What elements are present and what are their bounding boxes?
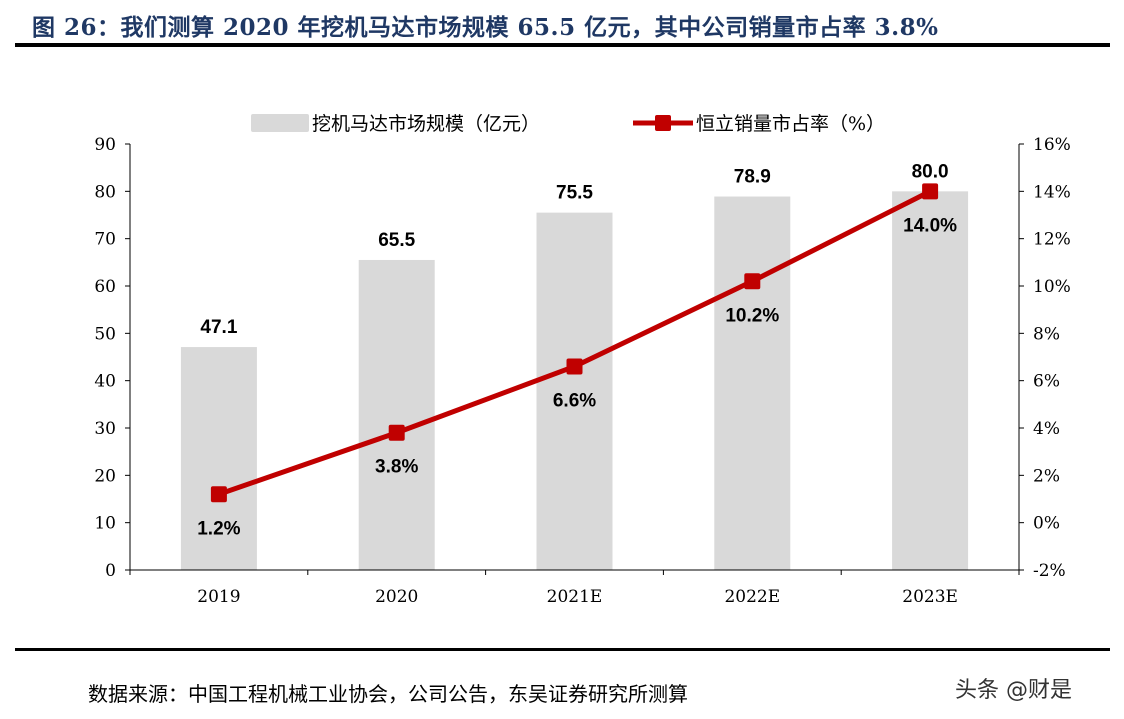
bar-label: 75.5	[556, 183, 593, 204]
left-tick-label: 0	[105, 561, 116, 581]
x-tick-label: 2023E	[902, 587, 958, 607]
x-tick-label: 2021E	[547, 587, 603, 607]
share-label: 10.2%	[725, 305, 779, 326]
left-tick-label: 70	[94, 230, 116, 250]
bar-label: 65.5	[378, 230, 415, 251]
x-tick-label: 2020	[375, 587, 418, 607]
left-tick-label: 30	[94, 419, 116, 439]
top-rule	[15, 43, 1110, 47]
share-marker-2023E	[922, 183, 939, 200]
share-marker-2021E	[566, 358, 583, 375]
bar-2020	[358, 259, 435, 570]
bar-2019	[180, 347, 257, 570]
right-tick-label: 14%	[1033, 182, 1071, 202]
x-tick-label: 2019	[197, 587, 240, 607]
left-tick-label: 90	[94, 135, 116, 155]
watermark: 头条 @财是	[955, 678, 1072, 703]
bar-label: 80.0	[912, 161, 949, 182]
legend-bar-swatch	[251, 114, 309, 132]
x-tick-label: 2022E	[724, 587, 780, 607]
bar-2022E	[714, 196, 791, 571]
left-tick-label: 50	[94, 324, 116, 344]
left-tick-label: 20	[94, 466, 116, 486]
source-note: 数据来源：中国工程机械工业协会，公司公告，东吴证券研究所测算	[88, 682, 688, 706]
right-tick-label: 8%	[1033, 324, 1060, 344]
bar-label: 78.9	[734, 167, 771, 188]
bar-2021E	[536, 212, 613, 570]
share-marker-2022E	[744, 273, 761, 290]
right-tick-label: 10%	[1033, 277, 1071, 297]
share-label: 14.0%	[903, 215, 957, 236]
share-label: 3.8%	[375, 457, 418, 478]
legend-line-label: 恒立销量市占率（%）	[696, 113, 885, 135]
left-tick-label: 60	[94, 277, 116, 297]
left-tick-label: 10	[94, 514, 116, 534]
right-tick-label: 2%	[1033, 466, 1060, 486]
legend-bar-label: 挖机马达市场规模（亿元）	[312, 113, 540, 135]
bottom-rule	[15, 648, 1110, 651]
right-tick-label: 12%	[1033, 230, 1071, 250]
right-tick-label: 4%	[1033, 419, 1060, 439]
legend-line-marker	[655, 115, 671, 131]
bar-2023E	[892, 191, 969, 571]
left-tick-label: 40	[94, 372, 116, 392]
right-tick-label: -2%	[1033, 561, 1066, 581]
left-tick-label: 80	[94, 182, 116, 202]
share-marker-2020	[388, 424, 405, 441]
right-tick-label: 16%	[1033, 135, 1071, 155]
right-tick-label: 0%	[1033, 514, 1060, 534]
right-tick-label: 6%	[1033, 372, 1060, 392]
share-marker-2019	[210, 486, 227, 503]
bar-label: 47.1	[200, 317, 237, 338]
share-label: 1.2%	[197, 518, 240, 539]
share-label: 6.6%	[553, 390, 596, 411]
figure-title: 图 26：我们测算 2020 年挖机马达市场规模 65.5 亿元，其中公司销量市…	[32, 14, 939, 41]
